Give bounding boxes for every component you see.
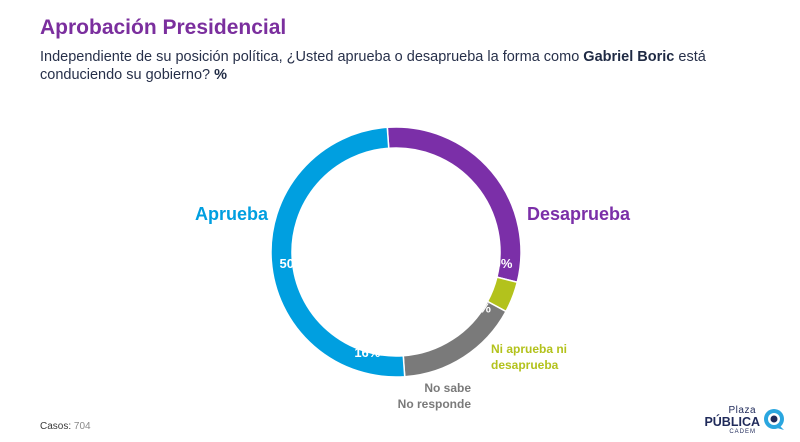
cases-value: 704 bbox=[73, 421, 91, 432]
category-label-no-sabe: No sabe bbox=[424, 381, 471, 395]
subtitle-question-part2: está conduciendo su gobierno? bbox=[40, 49, 706, 83]
plaza-publica-cadem-logo: Plaza PÚBLICA CADEM bbox=[704, 405, 786, 435]
logo-line-plaza: Plaza bbox=[728, 405, 756, 416]
cases-footer: Casos: 704 bbox=[40, 421, 91, 432]
chart-subtitle: Independiente de su posición política, ¿… bbox=[40, 48, 760, 84]
logo-line-publica: PÚBLICA bbox=[704, 415, 760, 429]
category-label-ni-aprueba: Ni aprueba ni bbox=[491, 342, 567, 356]
donut-slice-aprueba bbox=[270, 126, 406, 378]
chart-title: Aprobación Presidencial bbox=[40, 16, 287, 39]
category-label-aprueba: Aprueba bbox=[195, 204, 269, 224]
subtitle-president-name: Gabriel Boric bbox=[583, 49, 675, 65]
pct-label-desaprueba: 30% bbox=[486, 256, 512, 271]
subtitle-unit: % bbox=[214, 67, 228, 83]
category-label-desaprueba: Desaprueba bbox=[527, 204, 631, 224]
pct-label-aprueba: 50% bbox=[280, 256, 306, 271]
subtitle-question-part1: Independiente de su posición política, ¿… bbox=[40, 49, 584, 65]
category-label-ni-aprueba: desaprueba bbox=[491, 358, 559, 372]
category-label-no-sabe: No responde bbox=[398, 397, 472, 411]
logo-line-cadem: CADEM bbox=[729, 429, 756, 435]
cases-label: Casos: bbox=[40, 421, 72, 432]
pct-label-ni-aprueba: 4% bbox=[472, 301, 491, 316]
speech-bubble-logo-icon bbox=[764, 409, 784, 430]
pct-label-no-sabe: 16% bbox=[354, 345, 380, 360]
